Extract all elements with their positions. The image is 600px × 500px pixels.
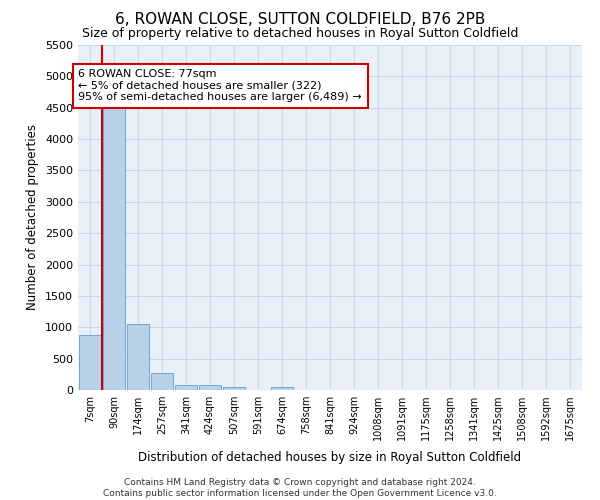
Text: 6, ROWAN CLOSE, SUTTON COLDFIELD, B76 2PB: 6, ROWAN CLOSE, SUTTON COLDFIELD, B76 2P…	[115, 12, 485, 28]
Bar	[103, 104, 125, 390]
Text: 6 ROWAN CLOSE: 77sqm
← 5% of detached houses are smaller (322)
95% of semi-detac: 6 ROWAN CLOSE: 77sqm ← 5% of detached ho…	[79, 69, 362, 102]
Bar	[175, 384, 197, 390]
Bar	[127, 324, 149, 390]
Text: Size of property relative to detached houses in Royal Sutton Coldfield: Size of property relative to detached ho…	[82, 28, 518, 40]
X-axis label: Distribution of detached houses by size in Royal Sutton Coldfield: Distribution of detached houses by size …	[139, 452, 521, 464]
Bar	[271, 386, 293, 390]
Text: Contains HM Land Registry data © Crown copyright and database right 2024.
Contai: Contains HM Land Registry data © Crown c…	[103, 478, 497, 498]
Y-axis label: Number of detached properties: Number of detached properties	[26, 124, 40, 310]
Bar	[223, 386, 245, 390]
Bar	[79, 336, 101, 390]
Bar	[199, 384, 221, 390]
Bar	[151, 373, 173, 390]
